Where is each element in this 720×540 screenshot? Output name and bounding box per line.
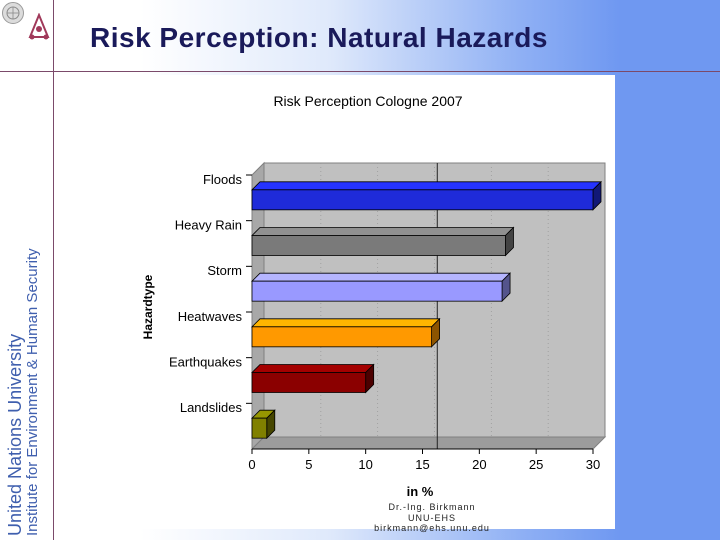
ehs-logo-icon (28, 13, 50, 40)
category-label: Floods (203, 172, 243, 187)
chart-panel: Risk Perception Cologne 2007 Hazardtype … (122, 75, 615, 533)
bar-top (251, 318, 441, 328)
x-tick-label: 15 (415, 457, 429, 472)
credit-email: birkmann@ehs.unu.edu (374, 523, 490, 533)
y-axis-label: Hazardtype (141, 274, 155, 339)
category-label: Heavy Rain (175, 218, 242, 233)
x-tick-label: 0 (248, 457, 255, 472)
bar (251, 280, 503, 302)
x-tick-label: 30 (586, 457, 600, 472)
credit-name: Dr.-Ing. Birkmann (388, 502, 476, 512)
university-sidebar: United Nations University Institute for … (5, 248, 42, 536)
bar-chart: Risk Perception Cologne 2007 Hazardtype … (141, 93, 607, 499)
bar (251, 326, 432, 348)
chart-title: Risk Perception Cologne 2007 (273, 93, 462, 109)
un-logo-icon (2, 2, 24, 24)
credits: Dr.-Ing. Birkmann UNU-EHS birkmann@ehs.u… (282, 502, 582, 534)
category-label: Landslides (180, 400, 243, 415)
x-tick-label: 10 (358, 457, 372, 472)
bar (251, 372, 367, 393)
category-label: Heatwaves (178, 309, 243, 324)
x-axis-label: in % (407, 484, 434, 499)
slide-title: Risk Perception: Natural Hazards (90, 22, 548, 53)
institute-name: Institute for Environment & Human Securi… (24, 248, 41, 536)
bar (251, 235, 506, 256)
credit-org: UNU-EHS (407, 512, 456, 523)
x-tick-label: 5 (305, 457, 312, 472)
category-label: Earthquakes (169, 355, 242, 370)
bar (251, 417, 268, 439)
university-name: United Nations University (5, 333, 25, 536)
bar-top (251, 181, 602, 191)
x-tick-label: 25 (529, 457, 543, 472)
category-label: Storm (207, 263, 242, 278)
bar-top (251, 364, 375, 373)
bar (251, 189, 594, 211)
bar-top (251, 227, 515, 236)
header-divider (0, 71, 720, 72)
plot-floor (250, 436, 607, 450)
bar-top (251, 272, 512, 282)
sidebar-divider (53, 0, 54, 540)
x-tick-label: 20 (472, 457, 486, 472)
